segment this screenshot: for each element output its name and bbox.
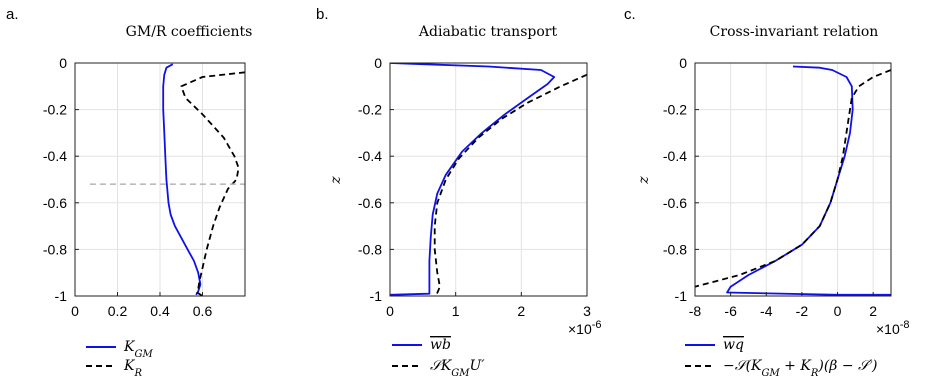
panel-b-curves	[390, 63, 587, 296]
panel-a: a. GM/R coefficients 0 0.2 0.4 0.6 0 -0.2 -0.4…	[6, 6, 252, 376]
panel-a-ticks: 0 0.2 0.4 0.6 0 -0.2 -0.4 -0.6 -0.8 -1	[43, 55, 213, 319]
panel-b: b. Adiabatic transport z 0 1 2 3 0 -0.2 -0.4 -0…	[316, 6, 602, 376]
y-tick-label: -0.2	[358, 102, 382, 118]
panel-c-curves	[695, 65, 891, 296]
legend-k-r-label: KR	[123, 358, 142, 376]
y-tick-label: -0.6	[663, 195, 687, 211]
panel-a-curves	[89, 63, 245, 296]
x-tick-label: 0.4	[150, 303, 170, 319]
y-tick-label: -1	[675, 288, 688, 304]
y-tick-label: -1	[55, 288, 68, 304]
panel-b-multiplier: ×10-6	[568, 319, 602, 337]
panel-b-ticks: 0 1 2 3 0 -0.2 -0.4 -0.6 -0.8 -1	[358, 55, 591, 319]
panel-b-grid	[389, 62, 588, 297]
y-tick-label: -0.8	[43, 241, 67, 257]
panel-b-axes	[389, 62, 588, 297]
legend-sk-label: 𝒮KGMU′	[430, 358, 485, 376]
y-tick-label: -1	[370, 288, 383, 304]
x-tick-label: 2	[517, 303, 525, 319]
x-tick-label: 2	[869, 303, 877, 319]
series-line-1	[390, 63, 556, 296]
y-tick-label: -0.8	[358, 241, 382, 257]
panel-b-letter: b.	[316, 6, 329, 23]
panel-a-grid	[74, 62, 245, 297]
x-tick-label: -6	[724, 303, 737, 319]
y-tick-label: -0.2	[43, 102, 67, 118]
x-tick-label: 1	[452, 303, 460, 319]
y-tick-label: -0.8	[663, 241, 687, 257]
x-tick-label: 0	[834, 303, 842, 319]
panel-c-axes	[694, 62, 892, 297]
y-tick-label: -0.4	[663, 148, 687, 164]
y-tick-label: 0	[679, 55, 687, 71]
x-tick-label: 0	[386, 303, 394, 319]
panel-c-letter: c.	[624, 6, 636, 23]
y-tick-label: -0.6	[43, 195, 67, 211]
panel-b-legend: wb 𝒮KGMU′	[392, 337, 485, 376]
series-line-2	[695, 69, 891, 288]
y-tick-label: -0.6	[358, 195, 382, 211]
x-tick-label: -4	[760, 303, 773, 319]
series-line-2	[433, 73, 587, 296]
panel-c-ylabel: z	[636, 176, 652, 185]
x-tick-label: 0.2	[108, 303, 128, 319]
legend-k-gm-label: KGM	[123, 339, 153, 360]
y-tick-label: 0	[59, 55, 67, 71]
panel-c-multiplier: ×10-8	[876, 319, 910, 337]
legend-wb-label: wb	[430, 337, 451, 353]
panel-c: c. Cross-invariant relation z -8 -6 -4 -2 0 2…	[624, 6, 910, 376]
panel-a-legend: KGM KR	[86, 339, 153, 376]
y-tick-label: -0.2	[663, 102, 687, 118]
x-tick-label: 0	[71, 303, 79, 319]
legend-wq-label: wq	[723, 337, 744, 353]
series-line-1	[726, 65, 891, 296]
panel-c-title: Cross-invariant relation	[710, 24, 879, 40]
series-line-1	[162, 63, 202, 296]
y-tick-label: -0.4	[358, 148, 382, 164]
legend-cross-label: −𝒮(KGM + KR)(β − 𝒮′)	[723, 358, 878, 376]
y-tick-label: -0.4	[43, 148, 67, 164]
x-tick-label: -8	[689, 303, 702, 319]
panel-a-title: GM/R coefficients	[126, 24, 253, 40]
y-tick-label: 0	[374, 55, 382, 71]
panel-c-legend: wq −𝒮(KGM + KR)(β − 𝒮′)	[685, 337, 878, 376]
panel-b-title: Adiabatic transport	[418, 24, 558, 40]
panel-a-letter: a.	[6, 6, 19, 23]
panel-c-ticks: -8 -6 -4 -2 0 2 0 -0.2 -0.4 -0.6 -0.8 -1	[663, 55, 877, 319]
x-tick-label: 0.6	[193, 303, 213, 319]
panel-c-grid	[694, 62, 891, 297]
x-tick-label: 3	[583, 303, 591, 319]
x-tick-label: -2	[796, 303, 809, 319]
panel-b-ylabel: z	[328, 176, 344, 185]
